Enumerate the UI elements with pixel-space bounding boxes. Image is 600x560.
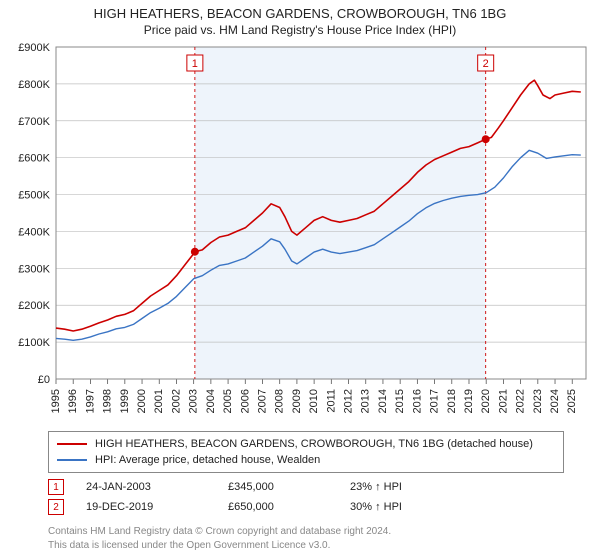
legend-row: HIGH HEATHERS, BEACON GARDENS, CROWBOROU…	[57, 436, 555, 452]
legend-label: HIGH HEATHERS, BEACON GARDENS, CROWBOROU…	[95, 438, 533, 450]
event-date: 19-DEC-2019	[86, 501, 206, 513]
legend-swatch	[57, 443, 87, 445]
svg-text:2022: 2022	[515, 389, 527, 413]
footer-line-2: This data is licensed under the Open Gov…	[48, 539, 564, 553]
chart-container: { "title_line1": "HIGH HEATHERS, BEACON …	[0, 0, 600, 552]
svg-text:2015: 2015	[394, 389, 406, 413]
event-badge: 1	[48, 479, 64, 495]
svg-text:£500K: £500K	[18, 190, 50, 202]
legend-swatch	[57, 459, 87, 461]
svg-text:1997: 1997	[84, 389, 96, 413]
svg-text:2008: 2008	[274, 389, 286, 413]
svg-text:1999: 1999	[119, 389, 131, 413]
footer-attribution: Contains HM Land Registry data © Crown c…	[48, 525, 564, 552]
event-table: 1 24-JAN-2003 £345,000 23% ↑ HPI 2 19-DEC-201…	[48, 477, 564, 517]
svg-text:£0: £0	[38, 374, 50, 386]
svg-text:2021: 2021	[497, 389, 509, 413]
event-diff: 23% ↑ HPI	[350, 481, 450, 493]
svg-text:2023: 2023	[532, 389, 544, 413]
svg-text:£600K: £600K	[18, 153, 50, 165]
line-chart-svg: £0 £100K £200K £300K £400K £500K £600K £700K £80…	[0, 39, 600, 427]
event-row: 2 19-DEC-2019 £650,000 30% ↑ HPI	[48, 497, 564, 517]
svg-text:£800K: £800K	[18, 79, 50, 91]
svg-text:2018: 2018	[446, 389, 458, 413]
svg-text:2020: 2020	[480, 389, 492, 413]
legend: HIGH HEATHERS, BEACON GARDENS, CROWBOROU…	[48, 431, 564, 473]
svg-text:2001: 2001	[153, 389, 165, 413]
event-price: £345,000	[228, 481, 328, 493]
svg-text:£900K: £900K	[18, 42, 50, 54]
svg-text:£700K: £700K	[18, 116, 50, 128]
svg-text:£400K: £400K	[18, 226, 50, 238]
svg-text:2002: 2002	[170, 389, 182, 413]
svg-text:£200K: £200K	[18, 300, 50, 312]
title-main: HIGH HEATHERS, BEACON GARDENS, CROWBOROU…	[4, 6, 596, 21]
svg-text:2013: 2013	[360, 389, 372, 413]
svg-text:£100K: £100K	[18, 337, 50, 349]
chart-area: £0 £100K £200K £300K £400K £500K £600K £700K £80…	[0, 39, 600, 427]
svg-text:2: 2	[483, 58, 489, 70]
svg-text:2009: 2009	[291, 389, 303, 413]
svg-text:2019: 2019	[463, 389, 475, 413]
svg-text:2011: 2011	[325, 389, 337, 413]
svg-text:1: 1	[192, 58, 198, 70]
svg-text:2025: 2025	[566, 389, 578, 413]
svg-text:2017: 2017	[429, 389, 441, 413]
svg-text:1995: 1995	[50, 389, 62, 413]
event-badge: 2	[48, 499, 64, 515]
svg-text:£300K: £300K	[18, 263, 50, 275]
svg-text:2012: 2012	[343, 389, 355, 413]
title-block: HIGH HEATHERS, BEACON GARDENS, CROWBOROU…	[0, 0, 600, 39]
svg-text:2004: 2004	[205, 389, 217, 413]
legend-row: HPI: Average price, detached house, Weal…	[57, 452, 555, 468]
svg-text:2007: 2007	[256, 389, 268, 413]
svg-text:2006: 2006	[239, 389, 251, 413]
event-price: £650,000	[228, 501, 328, 513]
svg-text:2024: 2024	[549, 389, 561, 413]
svg-text:2010: 2010	[308, 389, 320, 413]
svg-text:1998: 1998	[102, 389, 114, 413]
svg-text:2014: 2014	[377, 389, 389, 413]
event-row: 1 24-JAN-2003 £345,000 23% ↑ HPI	[48, 477, 564, 497]
event-diff: 30% ↑ HPI	[350, 501, 450, 513]
legend-label: HPI: Average price, detached house, Weal…	[95, 454, 320, 466]
svg-text:2003: 2003	[188, 389, 200, 413]
svg-text:2016: 2016	[411, 389, 423, 413]
title-sub: Price paid vs. HM Land Registry's House …	[4, 23, 596, 37]
svg-text:2005: 2005	[222, 389, 234, 413]
svg-text:1996: 1996	[67, 389, 79, 413]
svg-text:2000: 2000	[136, 389, 148, 413]
event-date: 24-JAN-2003	[86, 481, 206, 493]
footer-line-1: Contains HM Land Registry data © Crown c…	[48, 525, 564, 539]
